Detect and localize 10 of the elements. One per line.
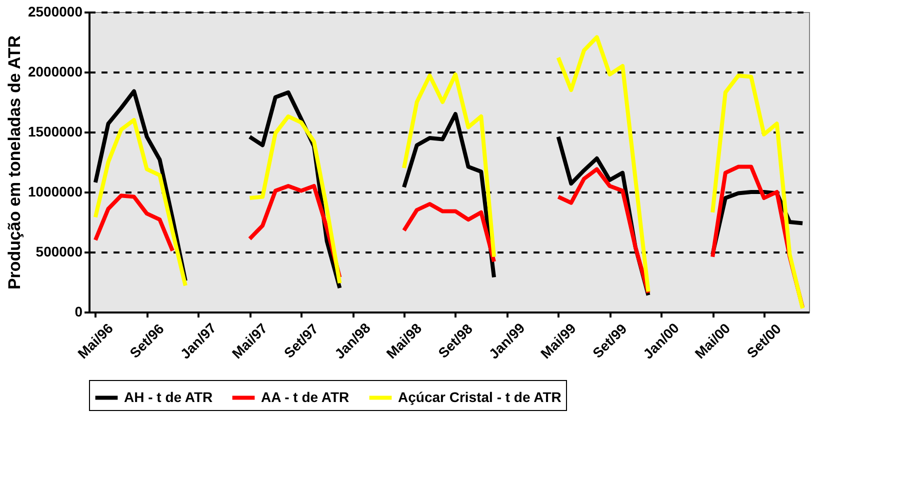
y-tick-label: 2000000 xyxy=(28,64,83,80)
legend-label: Açúcar Cristal - t de ATR xyxy=(398,388,562,405)
y-axis-title: Produção em toneladas de ATR xyxy=(4,35,24,290)
legend-label: AH - t de ATR xyxy=(124,388,213,405)
legend-label: AA - t de ATR xyxy=(261,388,350,405)
y-tick-label: 2500000 xyxy=(28,4,83,20)
y-tick-label: 1500000 xyxy=(28,124,83,140)
y-tick-label: 0 xyxy=(74,304,83,320)
y-tick-label: 1000000 xyxy=(28,184,83,200)
y-tick-label: 500000 xyxy=(36,244,83,260)
